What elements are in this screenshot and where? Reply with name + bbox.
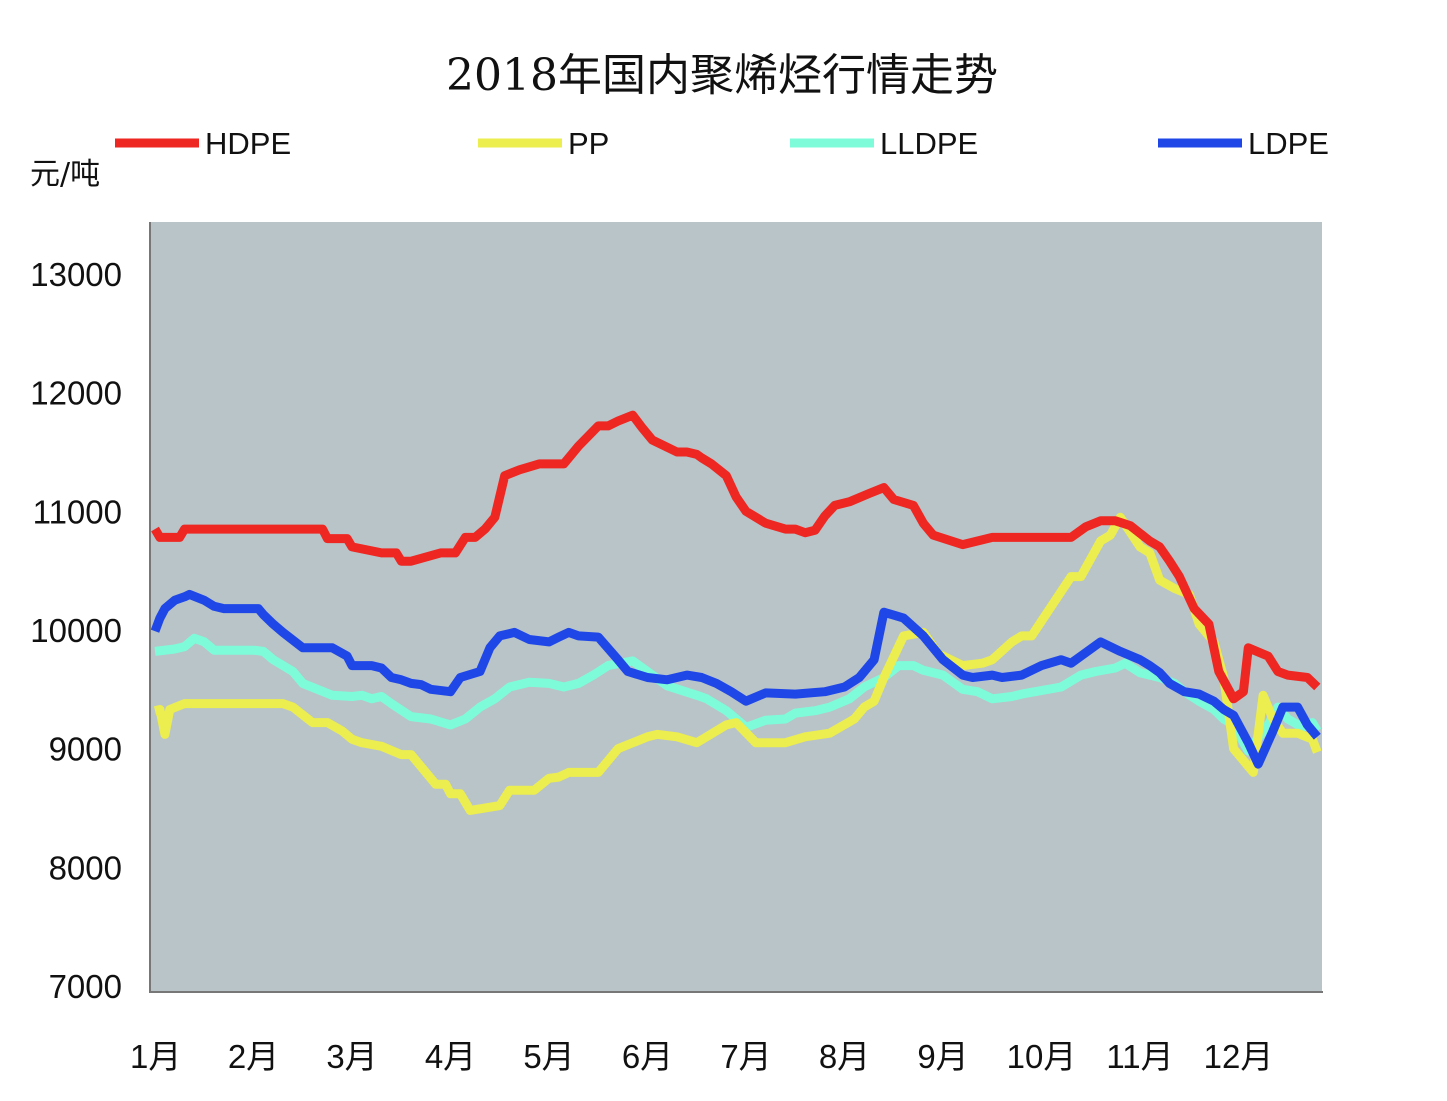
x-tick-label: 7月 — [720, 1038, 771, 1075]
legend-label-ldpe: LDPE — [1248, 126, 1329, 161]
series-line-ldpe — [150, 589, 1321, 769]
y-tick-labels: 13000 12000 11000 10000 9000 8000 7000 — [30, 256, 122, 1005]
y-tick-label: 13000 — [30, 256, 122, 293]
x-tick-label: 2月 — [228, 1038, 279, 1075]
x-tick-label: 5月 — [523, 1038, 574, 1075]
y-tick-label: 8000 — [49, 849, 122, 886]
y-tick-label: 7000 — [49, 968, 122, 1005]
legend: HDPE PP LLDPE LDPE — [115, 126, 1329, 161]
legend-label-hdpe: HDPE — [205, 126, 291, 161]
x-tick-label: 3月 — [326, 1038, 377, 1075]
series-line-pp — [153, 512, 1322, 815]
y-tick-label: 10000 — [30, 612, 122, 649]
plot-area — [150, 222, 1322, 992]
y-tick-label: 9000 — [49, 731, 122, 768]
x-tick-label: 11月 — [1106, 1038, 1173, 1075]
x-tick-label: 6月 — [622, 1038, 673, 1075]
x-tick-label: 4月 — [425, 1038, 476, 1075]
x-tick-labels: 1月 2月 3月 4月 5月 6月 7月 8月 9月 10月 11月 12月 — [130, 1038, 1273, 1075]
chart-title: 2018年国内聚烯烃行情走势 — [446, 50, 998, 101]
y-tick-label: 12000 — [30, 375, 122, 412]
x-tick-label: 8月 — [819, 1038, 870, 1075]
series-layer — [150, 410, 1322, 815]
series-line-hdpe — [151, 410, 1321, 704]
x-tick-label: 1月 — [130, 1038, 181, 1075]
legend-label-lldpe: LLDPE — [880, 126, 978, 161]
y-axis-unit-label: 元/吨 — [30, 157, 100, 192]
x-tick-label: 10月 — [1007, 1038, 1077, 1075]
x-tick-label: 9月 — [917, 1038, 968, 1075]
legend-label-pp: PP — [568, 126, 609, 161]
y-tick-label: 11000 — [33, 493, 122, 530]
x-tick-label: 12月 — [1204, 1038, 1274, 1075]
